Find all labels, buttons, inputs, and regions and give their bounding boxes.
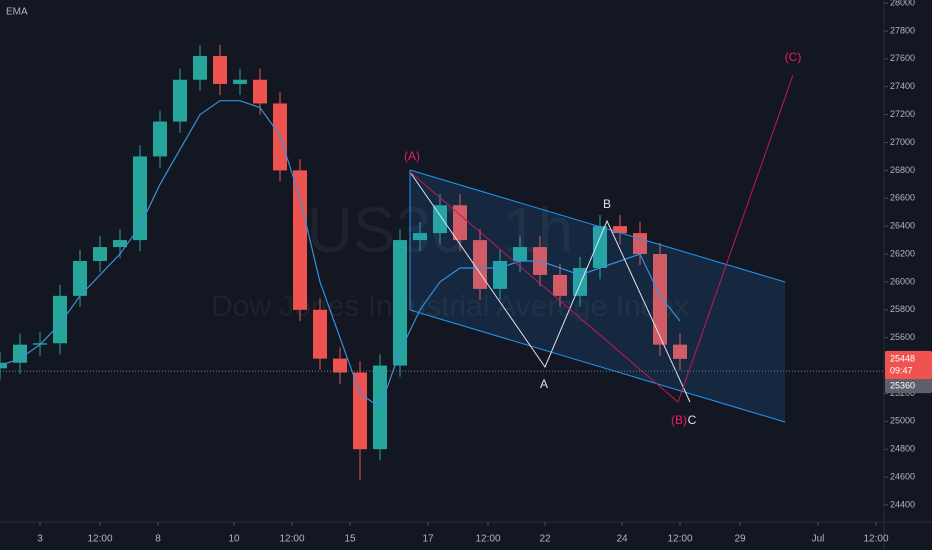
candle-body [553, 274, 567, 296]
wave-label: (A) [404, 149, 420, 163]
candle-body [253, 79, 267, 104]
x-tick-label: 22 [539, 534, 551, 545]
y-tick-label: 24800 [890, 444, 915, 454]
y-tick-label: 26600 [890, 193, 915, 203]
candle-body [133, 156, 147, 241]
candle-body [353, 372, 367, 450]
wave-zigzag [409, 171, 691, 403]
x-tick-label: Jul [812, 534, 825, 545]
bid-label: 25360 [890, 381, 915, 391]
last-price-tag [885, 350, 932, 380]
x-tick-label: 12:00 [667, 534, 692, 545]
y-tick-label: 28000 [890, 0, 915, 7]
x-tick-label: 8 [155, 534, 161, 545]
x-tick-label: 12:00 [87, 534, 112, 545]
countdown-label: 09:47 [890, 365, 913, 375]
candle-body [73, 261, 87, 296]
candle-body [0, 362, 7, 369]
last-price-label: 25448 [890, 353, 915, 363]
wave-label: B [603, 197, 611, 211]
wave-label: C [688, 413, 697, 427]
candle-body [653, 254, 667, 345]
candle-body [573, 267, 587, 296]
wave-label: (C) [785, 50, 802, 64]
y-tick-label: 26000 [890, 276, 915, 286]
y-tick-label: 25000 [890, 416, 915, 426]
candle-body [593, 226, 607, 268]
y-tick-label: 27600 [890, 53, 915, 63]
candle-body [13, 344, 27, 363]
x-tick-label: 10 [228, 534, 240, 545]
x-tick-label: 3 [37, 534, 43, 545]
y-tick-label: 26800 [890, 165, 915, 175]
candle-body [393, 240, 407, 366]
y-tick-label: 24400 [890, 499, 915, 509]
wave-label: (B) [671, 413, 687, 427]
candle-body [93, 247, 107, 261]
candle-body [213, 56, 227, 84]
bid-tag [885, 379, 932, 394]
channel-upper [409, 169, 786, 283]
candle-body [153, 121, 167, 157]
candle-body [613, 226, 627, 234]
candle-body [633, 233, 647, 255]
candle-body [473, 240, 487, 289]
candle-body [333, 358, 347, 373]
candle-body [673, 344, 687, 359]
x-tick-label: 12:00 [279, 534, 304, 545]
x-tick-label: 12:00 [863, 534, 888, 545]
candle-body [233, 79, 247, 84]
y-tick-label: 26200 [890, 248, 915, 258]
candle-body [173, 79, 187, 122]
watermark-subtitle: Dow Jones Industrial Average Index [211, 290, 689, 323]
y-tick-label: 25800 [890, 304, 915, 314]
wave-label: A [540, 377, 548, 391]
candle-body [433, 205, 447, 234]
channel-fill [410, 170, 785, 422]
y-tick-label: 27800 [890, 25, 915, 35]
candle-body [513, 247, 527, 261]
candle-body [413, 233, 427, 241]
candle-body [313, 309, 327, 359]
x-tick-label: 24 [616, 534, 628, 545]
x-tick-label: 12:00 [475, 534, 500, 545]
channel-lower [409, 309, 786, 423]
candle-body [193, 56, 207, 80]
y-tick-label: 25600 [890, 332, 915, 342]
x-tick-label: 17 [422, 534, 434, 545]
wave-lines [409, 74, 794, 403]
y-tick-label: 26400 [890, 221, 915, 231]
candle-body [453, 205, 467, 241]
ema-line [0, 100, 681, 409]
x-tick-label: 29 [734, 534, 746, 545]
x-tick-label: 15 [344, 534, 356, 545]
y-tick-label: 27400 [890, 81, 915, 91]
candle-body [293, 170, 307, 310]
candle-body [113, 240, 127, 248]
plot [0, 44, 687, 480]
y-tick-label: 27000 [890, 137, 915, 147]
y-tick-label: 27200 [890, 109, 915, 119]
y-tick-label: 24600 [890, 471, 915, 481]
indicator-label: EMA [6, 7, 28, 18]
candle-body [53, 295, 67, 344]
